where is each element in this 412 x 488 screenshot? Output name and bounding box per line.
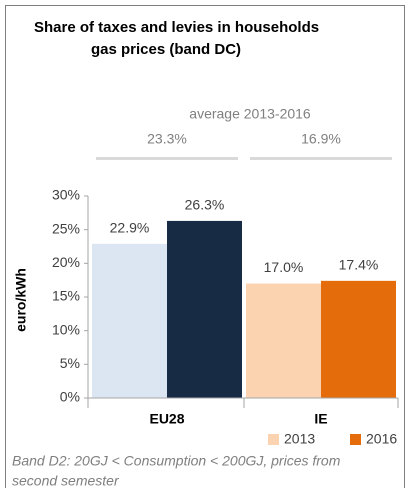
bar [167, 220, 242, 398]
legend-label: 2016 [366, 431, 397, 447]
frame [5, 5, 405, 488]
note: second semester [12, 473, 120, 488]
data-label: 22.9% [110, 220, 150, 236]
y-tick-label: 5% [60, 355, 80, 371]
legend-swatch [268, 434, 279, 445]
average-title: average 2013-2016 [189, 106, 311, 122]
average-label: 16.9% [301, 131, 341, 147]
x-tick-label: IE [314, 411, 327, 427]
y-tick-label: 30% [52, 187, 80, 203]
y-tick-label: 10% [52, 321, 80, 337]
bar [92, 243, 167, 398]
data-label: 17.4% [339, 257, 379, 273]
y-tick-label: 0% [60, 389, 80, 405]
x-tick-label: EU28 [149, 411, 184, 427]
bar [321, 280, 396, 398]
chart-title: gas prices (band DC) [91, 41, 241, 58]
note: Band D2: 20GJ < Consumption < 200GJ, pri… [12, 453, 341, 469]
legend-label: 2013 [284, 431, 315, 447]
y-axis-label: euro/kWh [13, 268, 29, 332]
y-tick-label: 25% [52, 220, 80, 236]
y-tick-label: 20% [52, 254, 80, 270]
legend-swatch [350, 434, 361, 445]
average-bar [96, 157, 238, 160]
average-label: 23.3% [147, 131, 187, 147]
average-bar [250, 157, 392, 160]
y-tick-label: 15% [52, 288, 80, 304]
chart-title: Share of taxes and levies in households [34, 19, 319, 36]
bar [246, 283, 321, 398]
data-label: 17.0% [264, 259, 304, 275]
data-label: 26.3% [185, 197, 225, 213]
